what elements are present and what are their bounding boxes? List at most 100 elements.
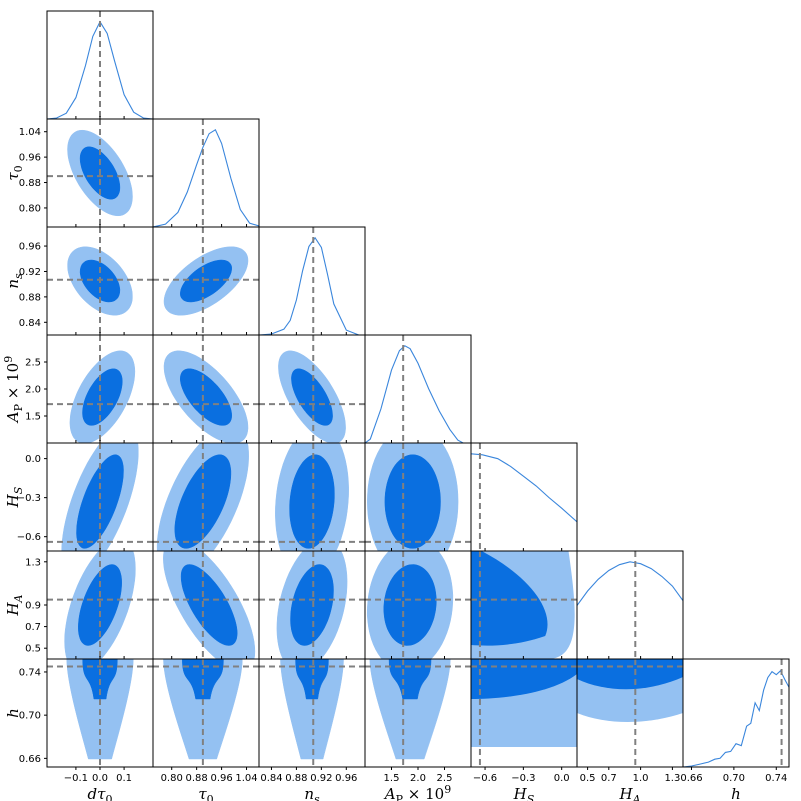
y-tick-label: −0.6 (17, 532, 41, 543)
panel-content (47, 119, 153, 227)
y-tick-label: 1.04 (19, 127, 41, 138)
contour-inner (471, 659, 577, 699)
contour-inner (383, 564, 437, 646)
panel-Ap-h: 1.5 2.0 2.5 (364, 658, 472, 784)
y-axis-label-HA-part: H (4, 602, 22, 617)
panel-content (365, 659, 471, 767)
x-tick-label: −0.3 (511, 773, 535, 784)
y-tick-label: 2.5 (25, 358, 41, 369)
y-axis-label-tau0-part: 0 (12, 165, 25, 172)
contour-inner (291, 368, 333, 426)
contour-inner (180, 564, 238, 646)
panel-content (153, 551, 259, 659)
panel-dtau0-tau0: 0.80 0.88 0.96 1.04 (19, 118, 154, 228)
panel-ns-Ap (258, 334, 366, 444)
panel-h-h: 0.66 0.70 0.74 (680, 658, 790, 784)
marginal-curve-tau0 (153, 129, 259, 227)
x-tick-label: 0.88 (186, 773, 208, 784)
y-tick-label: 0.9 (25, 601, 41, 612)
y-tick-label: 0.74 (19, 667, 41, 678)
contour-outer (369, 659, 451, 760)
y-axis-label-h-part: h (4, 708, 22, 718)
contour-inner (290, 564, 334, 646)
contour-inner (384, 454, 441, 549)
panel-tau0-HA (152, 550, 260, 660)
x-tick-label: 0.92 (310, 773, 332, 784)
panel-content (471, 551, 577, 659)
panel-Ap-Ap (364, 334, 472, 444)
x-axis-label-ns: ns (304, 785, 320, 801)
y-axis-label-HA-part: A (12, 594, 25, 603)
x-tick-label: 0.66 (680, 773, 702, 784)
x-axis-label-HS-part: H (513, 785, 528, 801)
y-tick-label: 0.84 (19, 318, 41, 329)
y-axis-label-HS-part: S (12, 486, 25, 494)
panel-content (683, 659, 789, 767)
x-axis-label-h: h (731, 785, 741, 801)
x-tick-label: 0.88 (285, 773, 307, 784)
panel-frame (258, 226, 366, 336)
y-tick-label: 0.70 (19, 711, 41, 722)
panel-tau0-ns (152, 226, 260, 336)
contour-inner (388, 659, 432, 700)
y-tick-label: 0.88 (19, 292, 41, 303)
panel-tau0-HS (152, 442, 260, 552)
marginal-curve-ns (259, 236, 365, 335)
x-tick-label: 0.5 (580, 773, 596, 784)
y-axis-label-HA: HA (4, 594, 25, 616)
x-axis-label-tau0: τ0 (198, 785, 213, 801)
x-axis-label-Ap-part: × 10 (403, 785, 444, 801)
y-tick-label: 2.0 (25, 385, 41, 396)
y-axis-label-tau0-part: τ (4, 172, 22, 181)
x-tick-label: 1.0 (633, 773, 649, 784)
contour-inner (82, 368, 123, 426)
panel-content (365, 335, 471, 443)
y-tick-label: 1.5 (25, 412, 41, 423)
panel-tau0-Ap (152, 334, 260, 444)
x-axis-label-Ap-part: 9 (444, 783, 451, 796)
x-tick-label: 0.80 (161, 773, 183, 784)
x-tick-label: 0.7 (601, 773, 617, 784)
panel-content (153, 335, 259, 443)
marginal-curve-h (683, 669, 789, 767)
y-tick-label: 0.7 (25, 622, 41, 633)
panel-dtau0-ns: 0.84 0.88 0.92 0.96 (19, 226, 154, 336)
x-tick-label: 1.04 (235, 773, 257, 784)
y-axis-label-Ap: AP × 109 (2, 356, 25, 424)
panel-content (47, 227, 153, 335)
x-axis-label-tau0-part: 0 (207, 793, 214, 801)
marginal-curve-Ap (365, 345, 471, 443)
panel-content (259, 227, 365, 335)
y-tick-label: 0.5 (25, 644, 41, 655)
x-tick-label: −0.1 (64, 773, 88, 784)
panel-content (47, 443, 153, 551)
panel-HS-HA (470, 550, 578, 660)
panel-dtau0-h: −0.1 0.0 0.1 0.66 0.70 0.74 (19, 658, 154, 784)
y-axis-label-HS-part: H (4, 493, 22, 508)
x-axis-label-h-part: h (731, 785, 741, 801)
contour-inner (289, 454, 335, 549)
panel-content (47, 551, 153, 659)
panel-frame (470, 442, 578, 552)
marginal-curve-HA (577, 561, 683, 606)
panel-tau0-h: 0.80 0.88 0.96 1.04 (152, 658, 260, 784)
panel-content (365, 551, 471, 659)
panel-content (47, 11, 153, 119)
contour-inner (577, 659, 683, 690)
panel-content (471, 659, 577, 767)
panel-HA-h: 0.5 0.7 1.0 1.3 (576, 658, 684, 784)
panel-content (47, 335, 153, 443)
panel-content (577, 551, 683, 659)
x-tick-label: 2.0 (410, 773, 426, 784)
panel-content (153, 119, 259, 227)
panel-frame (364, 334, 472, 444)
panel-frame (152, 118, 260, 228)
y-tick-label: 0.80 (19, 203, 41, 214)
panel-ns-HA (258, 550, 366, 660)
panel-Ap-HA (364, 550, 472, 660)
panel-dtau0-HA: 0.5 0.7 0.9 1.3 (25, 550, 154, 660)
x-tick-label: 0.74 (765, 773, 787, 784)
x-tick-label: 0.0 (554, 773, 570, 784)
